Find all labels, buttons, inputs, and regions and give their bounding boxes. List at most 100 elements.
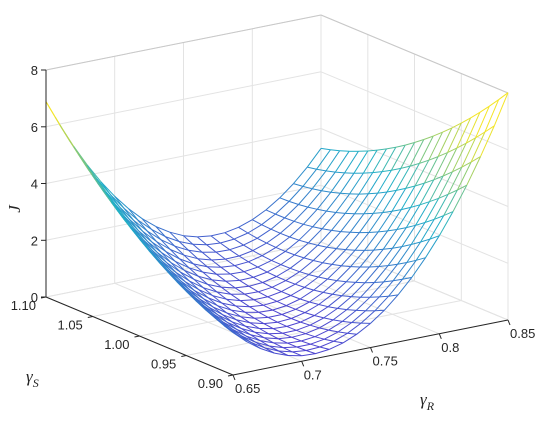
mesh-line [391, 188, 407, 212]
mesh-line [309, 291, 324, 303]
mesh-line [313, 260, 323, 264]
mesh-line [165, 251, 176, 262]
mesh-line [294, 242, 309, 256]
mesh-line [170, 249, 185, 256]
mesh-line [378, 230, 388, 233]
mesh-line [160, 239, 171, 250]
mesh-line [301, 353, 316, 357]
mesh-line [155, 226, 170, 233]
mesh-line [275, 246, 286, 252]
mesh-line [174, 260, 190, 269]
mesh-line [286, 298, 301, 307]
mesh-line [419, 179, 435, 206]
mesh-line [470, 156, 481, 163]
mesh-line [255, 341, 266, 349]
mesh-line [267, 291, 282, 298]
mesh-line [290, 286, 305, 296]
mesh-line [276, 300, 287, 307]
mesh-line [275, 201, 290, 215]
mesh-line [248, 282, 263, 287]
mesh-line [255, 341, 270, 347]
mesh-line [466, 156, 481, 186]
mesh-line [249, 306, 260, 313]
mesh-line [281, 291, 291, 296]
mesh-line [304, 276, 319, 288]
mesh-line [249, 304, 264, 308]
mesh-line [220, 265, 235, 268]
mesh-line [197, 258, 212, 261]
mesh-line [183, 254, 198, 260]
mesh-line [278, 350, 293, 353]
mesh-line [244, 293, 255, 301]
mesh-line [197, 235, 212, 238]
mesh-line [267, 296, 278, 302]
mesh-line [305, 327, 320, 335]
x-tick-label: 0.7 [304, 367, 322, 382]
mesh-line [322, 280, 338, 293]
mesh-line [409, 162, 420, 167]
mesh-line [395, 144, 406, 148]
mesh-line [341, 265, 351, 268]
mesh-line [207, 297, 218, 307]
mesh-line [230, 273, 240, 281]
mesh-line [452, 166, 463, 173]
mesh-line [253, 271, 268, 278]
mesh-line [262, 276, 277, 283]
mesh-line [314, 306, 329, 316]
mesh-line [316, 168, 327, 172]
mesh-line [333, 332, 348, 342]
mesh-line [325, 170, 336, 173]
grid-line [92, 261, 368, 317]
mesh-line [461, 117, 471, 124]
mesh-line [239, 276, 254, 281]
mesh-line [465, 137, 476, 144]
mesh-line [207, 284, 218, 293]
mesh-line [428, 131, 443, 161]
mesh-line [119, 206, 130, 220]
mesh-line [337, 307, 347, 311]
mesh-line [313, 278, 328, 291]
mesh-line [291, 336, 302, 342]
mesh-line [183, 235, 194, 245]
mesh-line [133, 219, 144, 232]
mesh-line [91, 174, 103, 188]
mesh-line [362, 149, 378, 174]
mesh-line [217, 305, 232, 311]
mesh-line [317, 264, 333, 278]
mesh-line [345, 249, 356, 251]
mesh-line [365, 296, 380, 312]
mesh-line [392, 227, 407, 249]
mesh-line [280, 254, 295, 266]
mesh-line [359, 213, 374, 233]
mesh-line [312, 188, 322, 192]
mesh-line [364, 231, 379, 251]
mesh-line [291, 318, 301, 323]
mesh-line [336, 266, 352, 281]
mesh-line [433, 152, 448, 181]
mesh-line [383, 263, 398, 283]
mesh-line [169, 231, 180, 242]
mesh-line [256, 237, 267, 244]
mesh-line [225, 258, 235, 267]
mesh-line [296, 346, 307, 351]
mesh-line [429, 197, 439, 203]
mesh-line [457, 184, 468, 191]
mesh-line [281, 314, 292, 319]
mesh-line [207, 266, 221, 268]
mesh-line [206, 242, 221, 246]
mesh-line [264, 337, 279, 340]
mesh-line [409, 139, 425, 167]
mesh-line [308, 274, 319, 278]
mesh-line [230, 293, 241, 302]
surface-mesh [45, 92, 509, 357]
mesh-line [156, 251, 167, 263]
mesh-line [379, 295, 389, 298]
mesh-line [277, 321, 288, 327]
mesh-line [443, 189, 458, 216]
mesh-line [280, 232, 290, 238]
mesh-line [266, 264, 282, 273]
mesh-line [259, 340, 270, 347]
axes-grid [45, 14, 509, 376]
mesh-line [420, 238, 431, 243]
mesh-line [156, 251, 172, 263]
